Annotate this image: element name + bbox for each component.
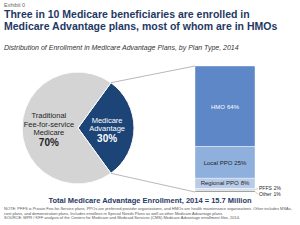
value-label: 8% [241,180,250,186]
pie-value-label: 70% [39,137,59,148]
bar-segment [195,178,255,188]
connector [111,66,195,83]
bar-group [195,66,255,192]
pie-category-label: MedicareAdvantage [89,116,125,134]
text-line: Three in 10 Medicare beneficiaries are e… [4,8,250,20]
text-line: Distribution of Enrollment in Medicare A… [4,44,239,52]
chart-root: Exhibit 0Three in 10 Medicare beneficiar… [0,0,300,225]
pie-category-label: TraditionalFee-for-serviceMedicare [24,111,74,137]
subtitle: Distribution of Enrollment in Medicare A… [4,44,239,52]
label-leader [255,191,258,194]
bar-title: Total Medicare Advantage Enrollment, 201… [48,196,252,205]
series-name: HMO [211,104,225,110]
value-label: 1% [274,191,282,197]
text-line: SOURCE: MPR / KFF analysis of the Center… [4,215,240,220]
bar-segment [195,191,255,192]
bar-data-label: Local PPO25% [204,160,247,166]
source: SOURCE: MPR / KFF analysis of the Center… [4,215,240,220]
pie-value-label: 30% [97,133,117,144]
bar-segment [195,147,255,179]
note: NOTE: PFFS is Private Fee-for-Service pl… [4,206,292,216]
title: Three in 10 Medicare beneficiaries are e… [4,8,277,32]
pie: TraditionalFee-for-serviceMedicare70% Med… [22,72,134,184]
bar-data-label: Other1% [259,191,281,197]
series-name: Regional PPO [201,180,239,186]
series-name: Other [259,191,272,197]
text-line: Medicare Advantage plans, most of whom a… [4,20,277,32]
series-name: Local PPO [204,160,233,166]
connector [111,173,195,192]
label-leader [255,188,258,190]
bar-labels: HMO64%Local PPO25%Regional PPO8%PFFS2%Ot… [201,104,282,198]
bar-segment [195,188,255,191]
value-label: 25% [234,160,247,166]
bar-segment [195,66,255,147]
bar-data-label: Regional PPO8% [201,180,250,186]
value-label: 64% [227,104,240,110]
bar-data-label: HMO64% [211,104,240,110]
